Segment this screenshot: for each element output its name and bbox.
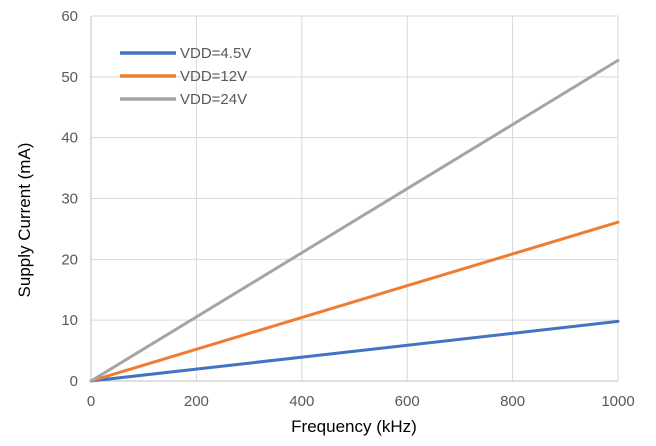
y-tick-label: 0 — [70, 373, 78, 390]
series-line-2 — [89, 220, 620, 383]
y-tick-label: 40 — [61, 130, 78, 147]
x-axis-title: Frequency (kHz) — [291, 417, 417, 436]
legend-label-3: VDD=24V — [180, 91, 247, 108]
x-tick-label: 1000 — [601, 393, 634, 410]
series-line-1 — [89, 319, 620, 383]
x-tick-label: 200 — [184, 393, 209, 410]
y-tick-label: 30 — [61, 191, 78, 208]
legend-label-2: VDD=12V — [180, 68, 247, 85]
y-axis-title: Supply Current (mA) — [15, 143, 34, 298]
y-tick-label: 50 — [61, 69, 78, 86]
y-tick-label: 20 — [61, 251, 78, 268]
y-tick-label: 60 — [61, 8, 78, 25]
x-tick-label: 600 — [395, 393, 420, 410]
x-tick-label: 0 — [87, 393, 95, 410]
series-line-3 — [89, 58, 620, 383]
series-lines — [89, 58, 620, 383]
legend-label-1: VDD=4.5V — [180, 45, 251, 62]
legend: VDD=4.5V VDD=12V VDD=24V — [120, 45, 251, 108]
x-tick-label: 400 — [289, 393, 314, 410]
y-tick-label: 10 — [61, 312, 78, 329]
x-tick-label: 800 — [500, 393, 525, 410]
grid — [90, 15, 619, 382]
